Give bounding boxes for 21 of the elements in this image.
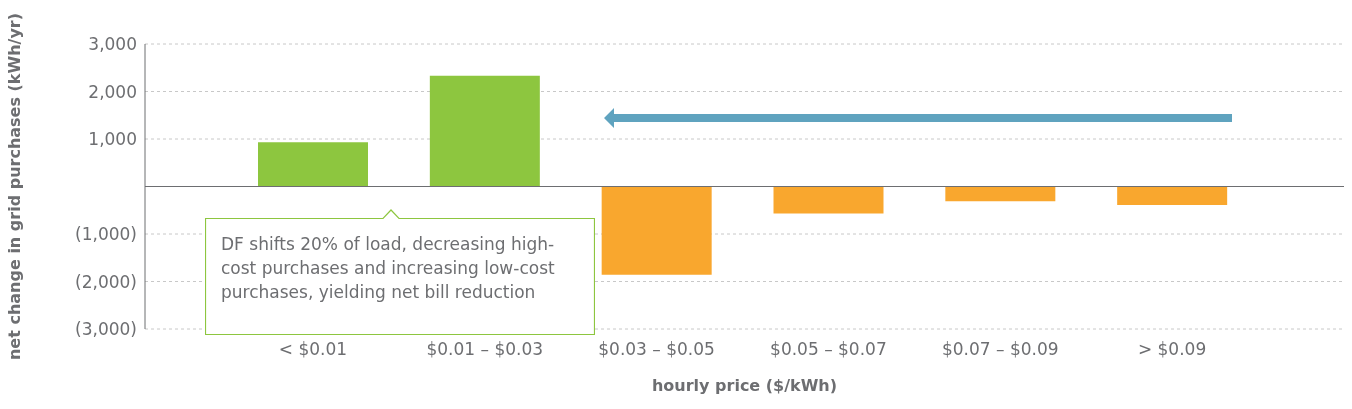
bar	[258, 142, 368, 187]
x-tick-label: < $0.01	[278, 339, 348, 360]
x-tick-label: $0.07 – $0.09	[941, 339, 1059, 360]
bar	[601, 186, 712, 275]
x-tick-label: > $0.09	[1137, 339, 1207, 360]
bar	[429, 75, 540, 187]
y-tick-label: 2,000	[88, 81, 137, 102]
y-tick-label: (3,000)	[75, 319, 137, 340]
y-axis-title: net change in grid purchases (kWh/yr)	[4, 12, 24, 361]
bar	[1117, 186, 1228, 206]
bar	[945, 186, 1056, 202]
annotation: DF shifts 20% of load, decreasing high-cost purchases and increasing low-cost purchases, yielding net bill reduction	[221, 233, 556, 304]
y-tick-label: (1,000)	[75, 224, 137, 245]
x-axis-title: hourly price ($/kWh)	[651, 376, 838, 395]
x-tick-label: $0.01 – $0.03	[426, 339, 544, 360]
x-tick-label: $0.03 – $0.05	[598, 339, 715, 360]
y-tick-label: 3,000	[88, 34, 137, 55]
y-tick-label: 1,000	[88, 129, 137, 150]
bar	[773, 186, 884, 214]
y-tick-label: (2,000)	[75, 271, 137, 292]
x-tick-label: $0.05 – $0.07	[770, 339, 887, 360]
